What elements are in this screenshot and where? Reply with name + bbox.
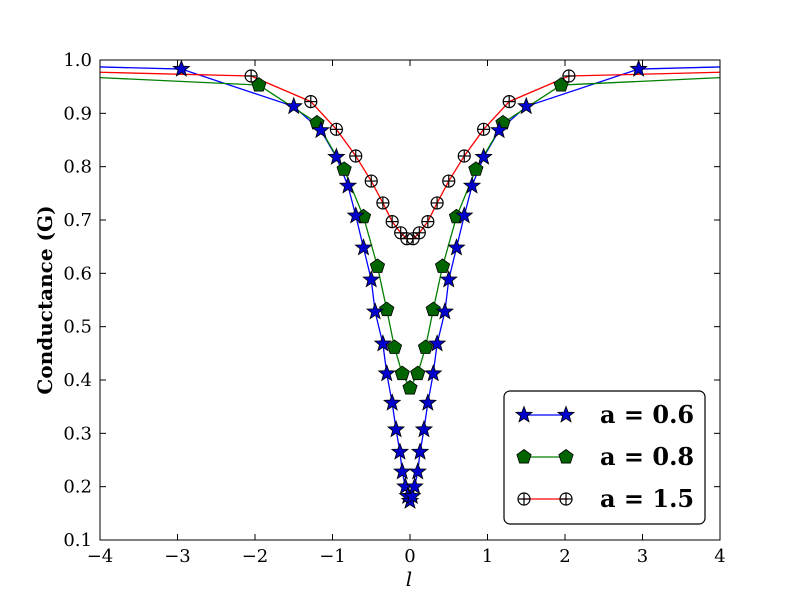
y-tick-label: 0.1 (63, 530, 92, 551)
series-1-point (434, 258, 451, 273)
series-2-point (430, 196, 444, 210)
series-2-point (457, 149, 471, 163)
series-0-point (418, 393, 437, 411)
legend-label-1: a = 0.8 (600, 442, 694, 471)
series-0-point (424, 363, 443, 382)
legend-marker-0 (556, 405, 576, 423)
legend-marker-1 (516, 449, 532, 464)
legend-label-2: a = 1.5 (600, 484, 694, 513)
series-0-point (346, 206, 365, 224)
series-0-point (338, 176, 358, 194)
series-2-point (304, 94, 318, 109)
y-tick-label: 0.6 (63, 263, 92, 284)
y-tick-label: 1.0 (63, 50, 92, 71)
legend-marker-2 (559, 492, 573, 506)
series-0-point (629, 60, 648, 77)
series-2-point (421, 215, 435, 229)
series-2-point (385, 215, 399, 229)
series-2-point (364, 174, 378, 188)
x-tick-label: 1 (482, 546, 493, 567)
series-0-point (462, 176, 482, 194)
series-1-point (553, 77, 569, 92)
series-0-point (455, 206, 474, 224)
series-0-point (410, 442, 430, 460)
series-0-point (373, 334, 393, 352)
series-2-point (244, 69, 258, 83)
series-0-point (377, 363, 396, 382)
series-0-point (403, 486, 422, 505)
plot-area (99, 59, 721, 541)
series-0-point (439, 270, 458, 288)
series-1-point (394, 365, 410, 381)
series-0-point (386, 419, 406, 438)
series-0-point (393, 462, 412, 480)
series-0-point (383, 393, 402, 411)
series-2-point (412, 226, 426, 240)
series-1-point (468, 161, 484, 176)
x-axis-label: l (406, 567, 412, 591)
y-tick-label: 0.3 (63, 423, 92, 444)
series-0-point (489, 120, 509, 139)
legend-marker-1 (558, 449, 574, 464)
y-tick-label: 0.7 (63, 210, 92, 231)
y-tick-label: 0.5 (63, 317, 92, 338)
series-1-point (402, 380, 418, 395)
series-2-point (442, 174, 456, 188)
series-1-point (251, 77, 267, 92)
series-1-point (369, 258, 386, 273)
series-2-point (477, 122, 491, 136)
series-0-point (172, 60, 191, 77)
series-0-point (474, 147, 493, 165)
series-2-point (349, 149, 363, 163)
x-tick-label: 4 (714, 546, 725, 567)
series-2-point (376, 196, 390, 210)
series-0-point (447, 238, 466, 256)
series-1-point (336, 161, 352, 176)
y-tick-label: 0.8 (63, 157, 92, 178)
y-tick-label: 0.4 (63, 370, 92, 391)
x-tick-label: 2 (559, 546, 570, 567)
tick-labels: −4 −3 −2 −1 0 1 2 3 4 0.1 0.2 0.3 0.4 0.5 0.6 0.7 0.8 0.9… (63, 50, 725, 567)
series-1-point (386, 339, 403, 354)
legend-marker-0 (514, 405, 534, 423)
series-0-point (365, 302, 385, 320)
series-0-point (414, 419, 434, 438)
series-line-1 (100, 76, 720, 390)
y-axis-label: Conductance (G) (33, 205, 57, 394)
x-tick-label: −4 (87, 546, 114, 567)
series-0-point (327, 147, 346, 165)
series-1-point (410, 365, 426, 381)
series-2-point (502, 94, 516, 109)
legend-marker-2 (517, 492, 531, 506)
series-0-point (362, 270, 381, 288)
x-tick-label: 3 (637, 546, 648, 567)
y-tick-label: 0.9 (63, 103, 92, 124)
series-2-point (329, 122, 343, 136)
series-2-point (562, 69, 576, 83)
legend-box (503, 390, 706, 525)
series-1-point (417, 339, 434, 354)
series-0-point (405, 477, 424, 495)
x-tick-label: −1 (319, 546, 346, 567)
series-0-point (408, 462, 427, 480)
series-0-point (435, 302, 455, 320)
series-0-point (354, 238, 373, 256)
series-0-point (284, 96, 303, 115)
series-0-point (311, 120, 331, 139)
series-0-point (427, 334, 447, 352)
legend: a = 0.6 a = 0.8 a = 1.5 (503, 390, 706, 525)
series-line-2 (100, 71, 720, 240)
y-tick-label: 0.2 (63, 477, 92, 498)
x-tick-label: 0 (404, 546, 415, 567)
series-1-point (379, 301, 395, 317)
series-0-point (390, 442, 410, 460)
axis-ticks (99, 59, 721, 541)
legend-label-0: a = 0.6 (600, 400, 694, 429)
series-0-point (517, 96, 536, 115)
series-1-point (425, 301, 441, 317)
x-tick-label: −2 (242, 546, 269, 567)
x-tick-label: −3 (164, 546, 191, 567)
